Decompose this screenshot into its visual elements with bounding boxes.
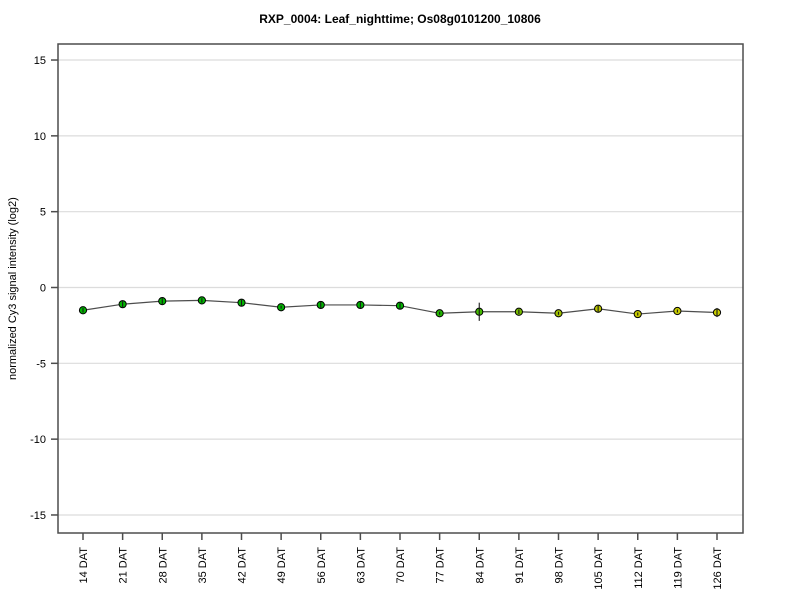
y-tick-label: 10 <box>34 131 46 143</box>
x-tick-label: 42 DAT <box>237 547 249 584</box>
y-tick-label: 5 <box>40 207 46 219</box>
x-tick-label: 70 DAT <box>395 547 407 584</box>
plot-frame <box>57 43 744 534</box>
x-tick-label: 84 DAT <box>474 547 486 584</box>
x-tick-label: 126 DAT <box>712 547 724 590</box>
x-tick-label: 91 DAT <box>514 547 526 584</box>
y-tick-label: 15 <box>34 55 46 67</box>
x-tick-label: 49 DAT <box>276 547 288 584</box>
y-tick-label: -10 <box>30 434 46 446</box>
x-tick-label: 35 DAT <box>197 547 209 584</box>
chart-title: RXP_0004: Leaf_nighttime; Os08g0101200_1… <box>259 12 541 26</box>
x-tick-label: 63 DAT <box>355 547 367 584</box>
x-tick-label: 119 DAT <box>672 547 684 589</box>
y-tick-label: -5 <box>36 358 46 370</box>
x-tick-label: 21 DAT <box>118 547 130 584</box>
x-tick-label: 105 DAT <box>593 547 605 590</box>
x-tick-label: 56 DAT <box>316 547 328 584</box>
x-tick-label: 14 DAT <box>78 547 90 584</box>
y-tick-label: -15 <box>30 510 46 522</box>
x-tick-label: 112 DAT <box>633 547 645 589</box>
x-tick-label: 77 DAT <box>435 547 447 584</box>
x-tick-label: 98 DAT <box>554 547 566 584</box>
x-tick-label: 28 DAT <box>157 547 169 584</box>
y-tick-label: 0 <box>40 283 46 295</box>
